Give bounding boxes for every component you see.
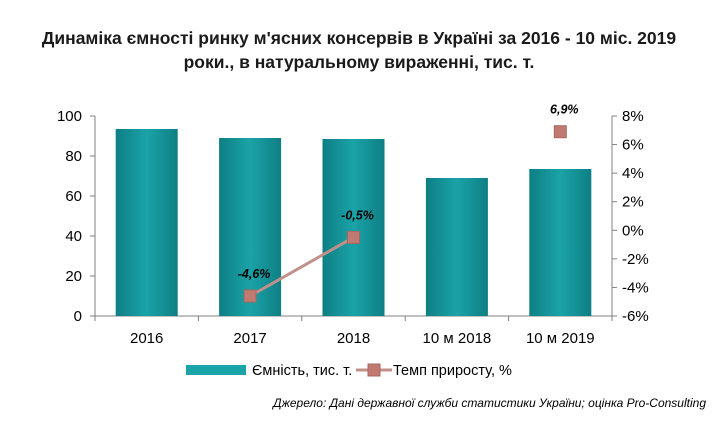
growth-marker bbox=[553, 125, 567, 139]
x-tick-label: 10 м 2018 bbox=[423, 330, 492, 347]
chart-title-line-2: роки., в натуральному вираженні, тис. т. bbox=[183, 52, 535, 72]
legend-label-line: Темп приросту, % bbox=[393, 363, 512, 379]
y-right-tick-label: 4% bbox=[622, 165, 644, 182]
bar bbox=[529, 169, 592, 316]
x-tick-label: 2016 bbox=[130, 330, 163, 347]
y-left-tick-label: 80 bbox=[65, 148, 82, 165]
y-right-tick-label: 6% bbox=[622, 137, 644, 154]
x-tick-label: 2017 bbox=[233, 330, 266, 347]
x-tick-label: 2018 bbox=[337, 330, 370, 347]
data-label: -4,6% bbox=[238, 267, 271, 281]
legend-swatch-marker bbox=[367, 363, 381, 377]
y-left-tick-label: 20 bbox=[65, 268, 82, 285]
x-tick-label: 10 м 2019 bbox=[526, 330, 595, 347]
legend-swatch-bar bbox=[186, 365, 246, 375]
source-note: Джерело: Дані державної служби статистик… bbox=[273, 396, 706, 410]
y-left-tick-label: 60 bbox=[65, 188, 82, 205]
legend-label-bar: Ємність, тис. т. bbox=[252, 363, 352, 379]
y-left-tick-label: 40 bbox=[65, 228, 82, 245]
y-right-tick-label: -4% bbox=[622, 279, 649, 296]
y-left-tick-label: 100 bbox=[57, 108, 82, 125]
chart-title-line-1: Динаміка ємності ринку м'ясних консервів… bbox=[41, 28, 677, 48]
growth-marker bbox=[243, 289, 257, 303]
growth-marker bbox=[347, 230, 360, 244]
y-right-tick-label: -2% bbox=[622, 251, 649, 268]
y-right-tick-label: 8% bbox=[622, 108, 644, 125]
y-right-tick-label: -6% bbox=[622, 308, 649, 325]
y-left-tick-label: 0 bbox=[74, 308, 82, 325]
data-label: 6,9% bbox=[550, 103, 579, 117]
bar bbox=[115, 129, 178, 316]
y-right-tick-label: 0% bbox=[622, 222, 644, 239]
bar bbox=[322, 139, 385, 316]
y-right-tick-label: 2% bbox=[622, 194, 644, 211]
bar bbox=[425, 178, 488, 316]
bar bbox=[219, 138, 282, 316]
data-label: -0,5% bbox=[341, 208, 374, 222]
growth-line-segment bbox=[249, 236, 355, 298]
chart-title: Динаміка ємності ринку м'ясних консервів… bbox=[0, 26, 718, 74]
